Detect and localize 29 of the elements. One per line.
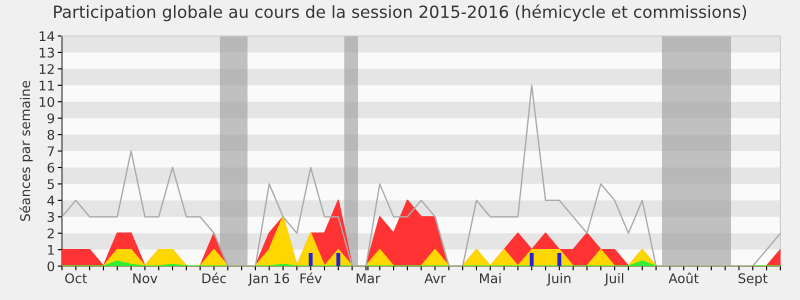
y-tick-label: 13 [40, 48, 54, 58]
y-tick-label: 7 [48, 146, 54, 156]
y-tick-label: 10 [40, 96, 54, 107]
x-tick-label: Avr [424, 273, 446, 284]
x-tick-label: Oct [65, 273, 87, 284]
chart-title: Participation globale au cours de la session 2015-2016 (hémicycle et commissions) [54, 4, 746, 22]
y-tick-label: 1 [48, 245, 54, 255]
x-tick-label: Mar [356, 273, 380, 284]
y-tick-label: 5 [48, 179, 54, 190]
x-tick-label: Fév [300, 272, 322, 284]
y-tick-label: 14 [40, 31, 54, 42]
y-tick-label: 6 [48, 162, 54, 173]
y-tick-label: 9 [47, 113, 54, 124]
x-tick-label: Juil [604, 273, 624, 286]
x-tick-label: Sept [738, 273, 768, 286]
x-tick-label: Déc [202, 272, 226, 284]
x-tick-label: Août [668, 272, 699, 284]
x-tick-label: Jan 16 [248, 273, 290, 286]
y-tick-label: 0 [48, 261, 54, 272]
y-tick-label: 2 [48, 228, 54, 238]
y-tick-label: 11 [40, 80, 54, 90]
x-tick-label: Nov [133, 273, 158, 284]
y-tick-label: 8 [48, 130, 54, 140]
x-tick-label: Juin [546, 273, 570, 286]
y-axis-title: Séances par semaine [19, 80, 33, 221]
y-tick-label: 4 [47, 196, 54, 206]
x-tick-label: Mai [480, 273, 501, 284]
y-tick-label: 12 [40, 64, 54, 74]
y-tick-label: 3 [48, 212, 54, 222]
